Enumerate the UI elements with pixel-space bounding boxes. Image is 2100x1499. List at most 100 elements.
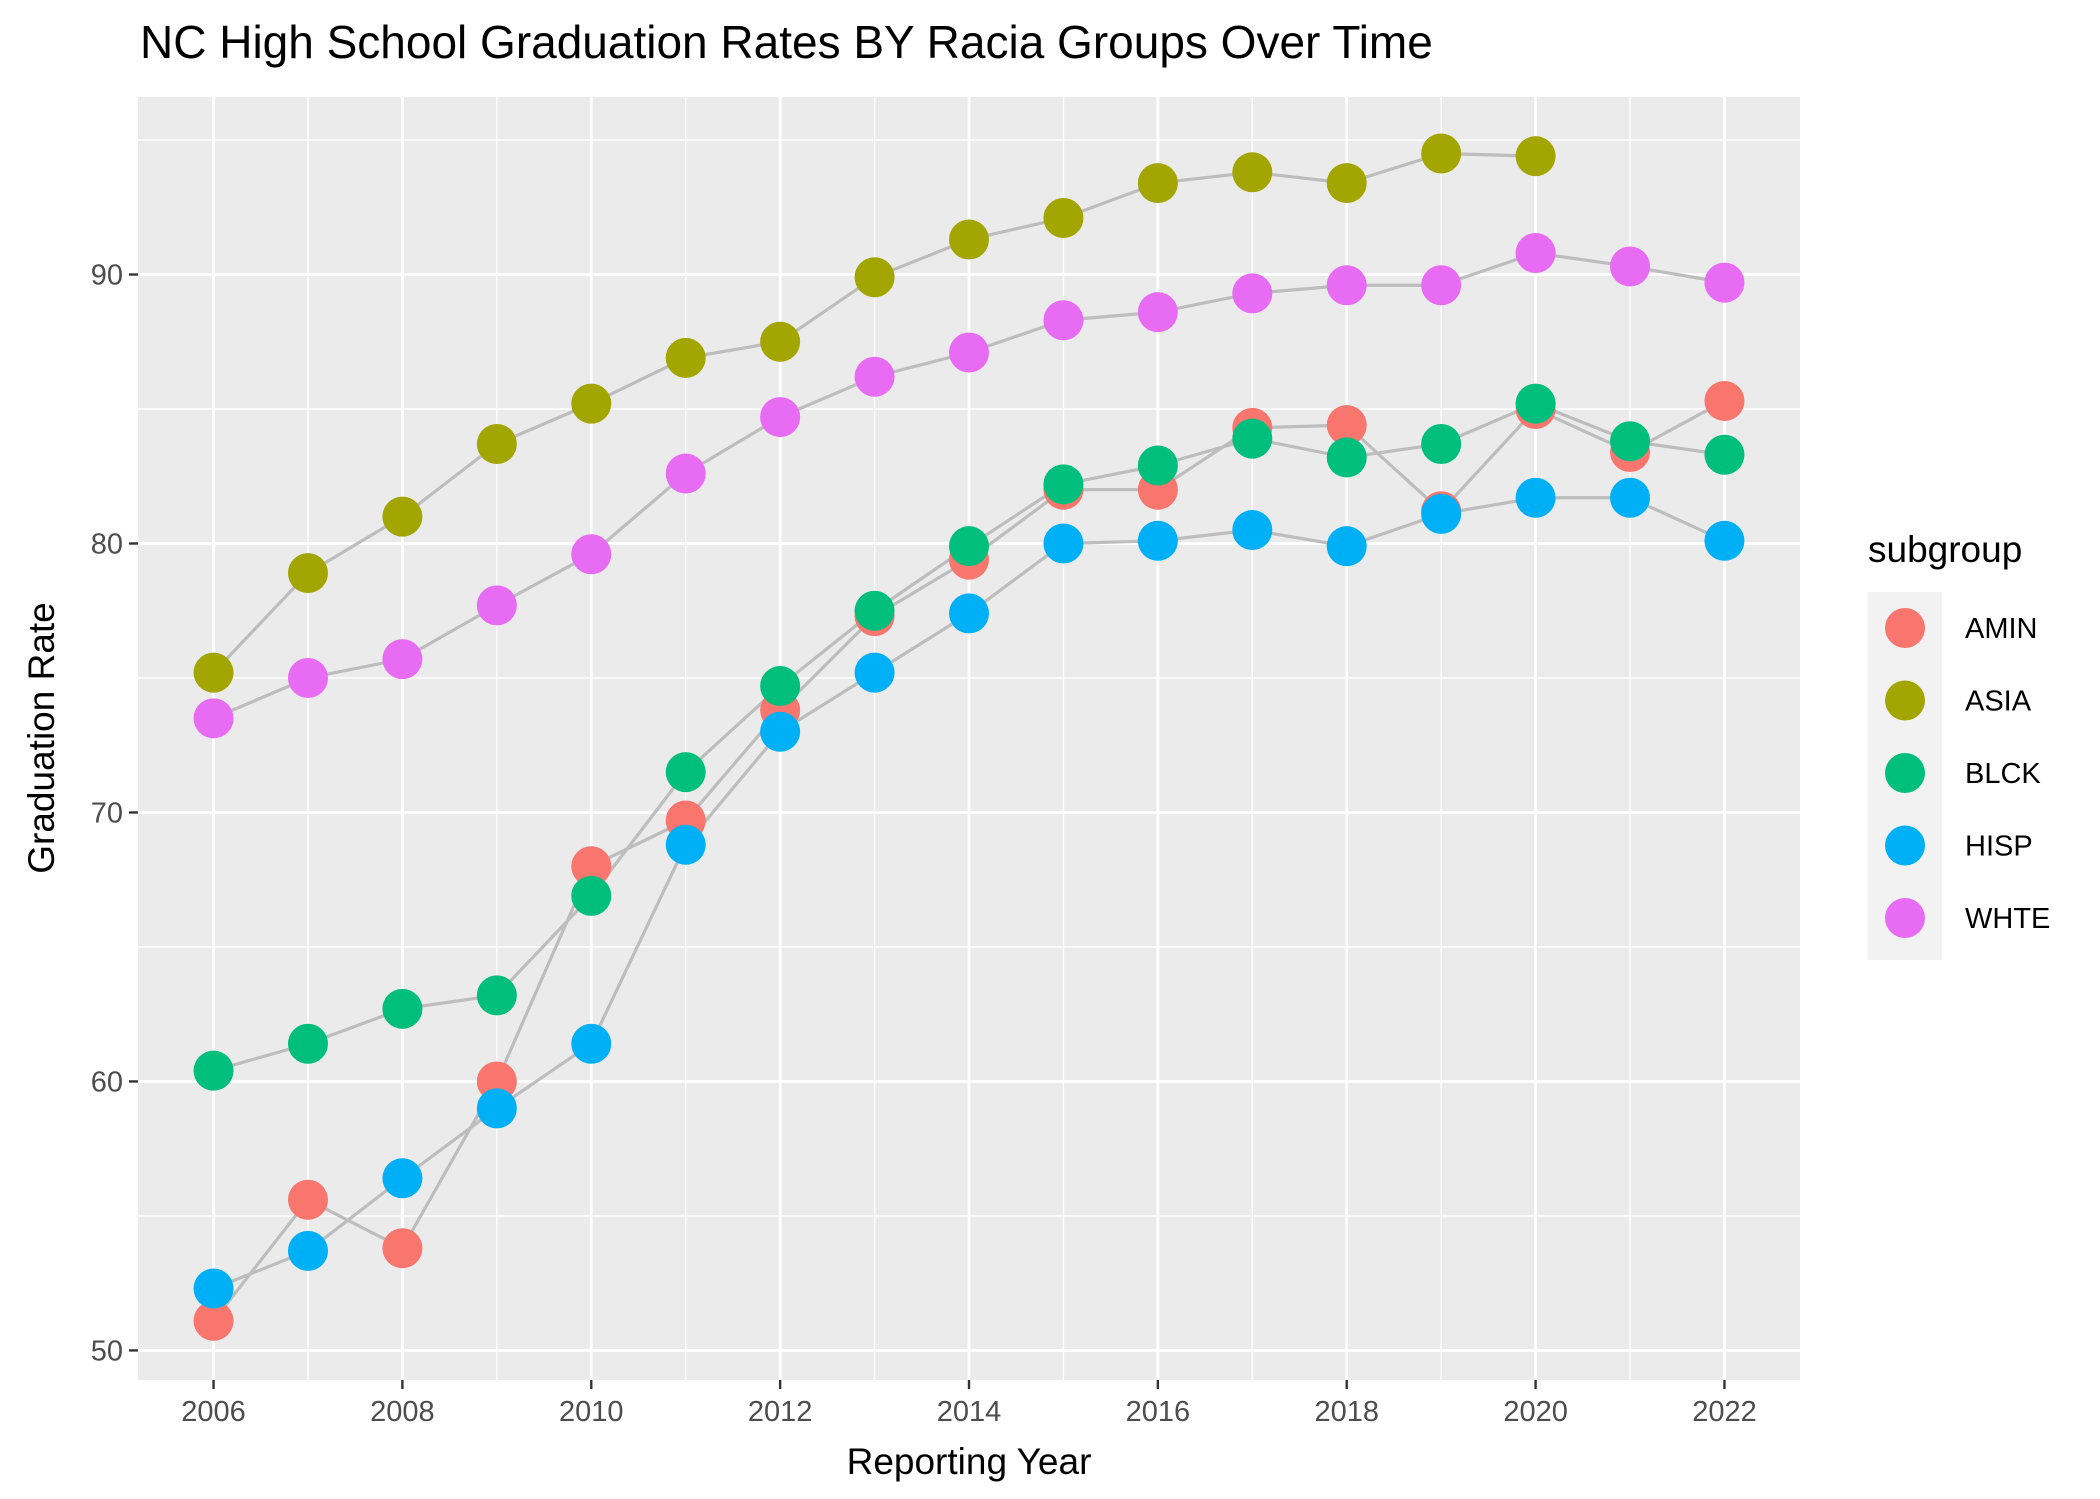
y-tick-label: 50 xyxy=(91,1335,123,1367)
data-point-blck xyxy=(287,1023,328,1064)
data-point-amin xyxy=(1326,405,1367,446)
data-point-blck xyxy=(1326,437,1367,478)
data-point-hisp xyxy=(382,1158,423,1199)
data-point-whte xyxy=(1610,246,1651,287)
y-tick-label: 70 xyxy=(91,797,123,829)
data-point-blck xyxy=(1704,434,1745,475)
x-tick-label: 2014 xyxy=(937,1396,1002,1428)
y-axis-title: Graduation Rate xyxy=(21,602,62,874)
data-point-blck xyxy=(1232,418,1273,459)
legend-label-hisp: HISP xyxy=(1965,831,2033,863)
data-point-blck xyxy=(476,975,517,1016)
data-point-blck xyxy=(665,752,706,793)
legend-key-hisp xyxy=(1885,825,1925,866)
data-point-hisp xyxy=(1232,510,1273,551)
y-tick-label: 60 xyxy=(91,1066,123,1098)
legend-key-blck xyxy=(1885,753,1925,793)
data-point-blck xyxy=(1610,421,1651,462)
data-point-hisp xyxy=(1610,477,1651,518)
data-point-asia xyxy=(1232,152,1273,193)
data-point-hisp xyxy=(193,1268,234,1309)
data-point-asia xyxy=(665,337,706,378)
x-tick-label: 2016 xyxy=(1126,1396,1191,1428)
legend: subgroup AMIN ASIA BLCK HISP WHTE xyxy=(1868,529,2050,960)
data-point-whte xyxy=(476,585,517,626)
data-point-whte xyxy=(193,698,234,739)
data-point-asia xyxy=(193,652,234,693)
data-point-hisp xyxy=(854,652,895,693)
data-point-asia xyxy=(287,553,328,594)
y-tick-label: 80 xyxy=(91,528,123,560)
data-point-asia xyxy=(949,219,989,260)
legend-label-asia: ASIA xyxy=(1965,686,2032,718)
legend-label-blck: BLCK xyxy=(1965,758,2041,790)
legend-key-asia xyxy=(1885,680,1925,721)
legend-key-whte xyxy=(1885,898,1925,938)
data-point-amin xyxy=(287,1179,328,1220)
data-point-whte xyxy=(382,639,423,680)
data-point-asia xyxy=(1515,136,1556,177)
data-point-hisp xyxy=(760,711,801,752)
chart-title: NC High School Graduation Rates BY Racia… xyxy=(140,16,1433,68)
data-point-amin xyxy=(571,846,612,887)
data-point-blck xyxy=(571,875,612,916)
data-point-hisp xyxy=(949,593,989,634)
legend-key-amin xyxy=(1885,608,1925,648)
data-point-whte xyxy=(1515,233,1556,274)
data-point-blck xyxy=(193,1050,234,1091)
data-point-asia xyxy=(1043,198,1084,239)
data-point-blck xyxy=(854,590,895,631)
data-point-asia xyxy=(382,496,423,537)
data-point-hisp xyxy=(1043,523,1084,564)
x-tick-label: 2012 xyxy=(748,1396,813,1428)
x-axis-title: Reporting Year xyxy=(847,1441,1092,1482)
data-point-asia xyxy=(760,321,801,362)
data-point-blck xyxy=(1043,464,1084,505)
x-tick-label: 2006 xyxy=(181,1396,246,1428)
data-point-whte xyxy=(1232,273,1273,314)
data-point-asia xyxy=(1421,133,1462,174)
series-points xyxy=(193,133,1745,1341)
legend-items: AMIN ASIA BLCK HISP WHTE xyxy=(1885,608,2050,938)
data-point-blck xyxy=(1421,423,1462,464)
axes: 2006 2008 2010 2012 2014 2016 2018 2020 2022 50 60… xyxy=(91,260,1757,1428)
data-point-asia xyxy=(1137,163,1178,204)
data-point-blck xyxy=(1515,383,1556,424)
data-point-amin xyxy=(193,1300,234,1341)
data-point-hisp xyxy=(571,1023,612,1064)
data-point-hisp xyxy=(1137,520,1178,561)
data-point-whte xyxy=(665,453,706,494)
y-tick-label: 90 xyxy=(91,260,123,292)
data-point-hisp xyxy=(287,1230,328,1271)
data-point-whte xyxy=(287,657,328,698)
data-point-hisp xyxy=(1704,520,1745,561)
x-tick-label: 2018 xyxy=(1314,1396,1379,1428)
legend-label-whte: WHTE xyxy=(1965,903,2050,935)
data-point-amin xyxy=(1704,380,1745,421)
data-point-whte xyxy=(1704,262,1745,303)
data-point-hisp xyxy=(665,824,706,865)
data-point-asia xyxy=(854,257,895,298)
data-point-amin xyxy=(382,1228,423,1269)
data-point-whte xyxy=(1043,300,1084,341)
data-point-whte xyxy=(1421,265,1462,306)
data-point-blck xyxy=(1137,445,1178,486)
data-point-whte xyxy=(760,397,801,438)
data-point-blck xyxy=(382,988,423,1029)
data-point-asia xyxy=(1326,163,1367,204)
legend-title: subgroup xyxy=(1868,529,2022,570)
major-gridlines xyxy=(138,97,1800,1380)
data-point-hisp xyxy=(1421,493,1462,534)
data-point-asia xyxy=(476,423,517,464)
x-tick-label: 2022 xyxy=(1692,1396,1757,1428)
data-point-whte xyxy=(1326,265,1367,306)
data-point-whte xyxy=(571,534,612,575)
x-tick-label: 2020 xyxy=(1503,1396,1568,1428)
data-point-hisp xyxy=(1326,526,1367,567)
data-point-asia xyxy=(571,383,612,424)
data-point-whte xyxy=(949,332,989,373)
data-point-whte xyxy=(1137,292,1178,333)
x-tick-label: 2010 xyxy=(559,1396,624,1428)
